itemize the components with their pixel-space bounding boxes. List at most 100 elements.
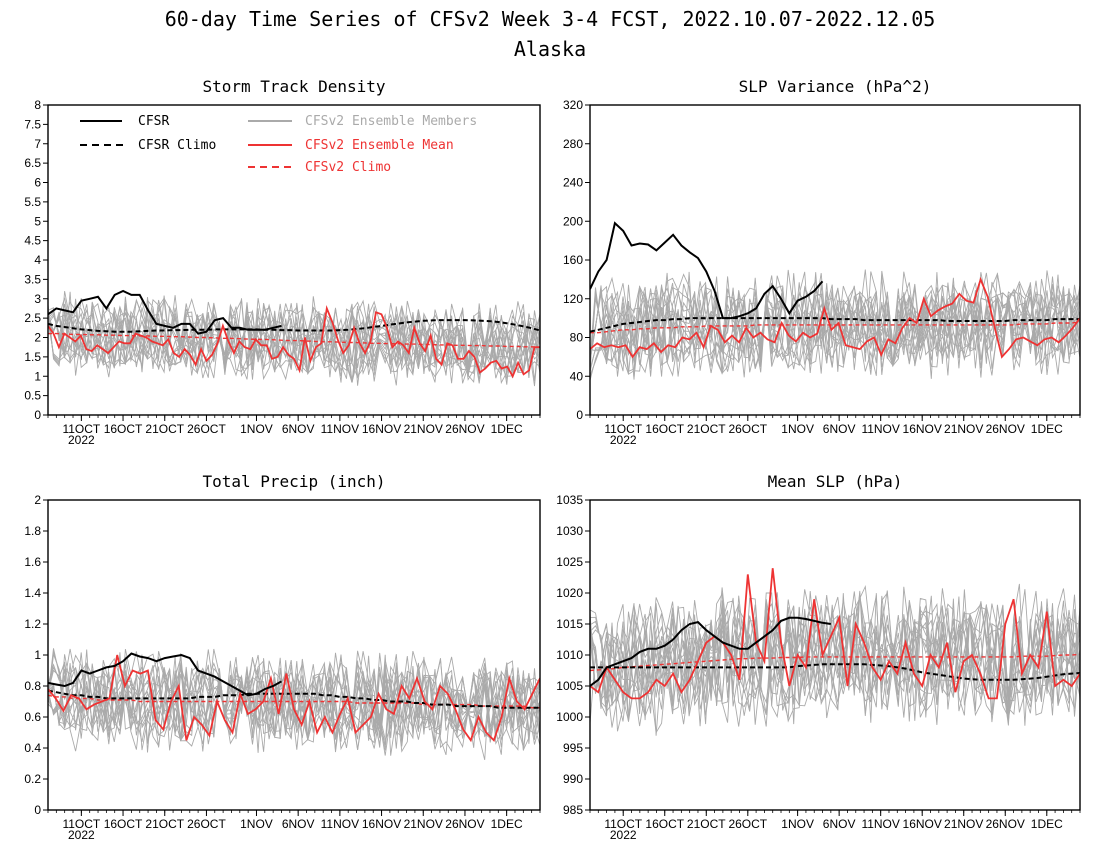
x-tick-label: 16OCT xyxy=(645,422,684,436)
ensemble-member-line xyxy=(590,589,1080,725)
ensemble-members xyxy=(590,583,1080,736)
x-tick-label: 16NOV xyxy=(903,422,942,436)
cfsv2-climo-line xyxy=(48,694,540,709)
x-tick-label: 26NOV xyxy=(445,817,484,831)
y-tick-label: 1010 xyxy=(556,648,583,662)
x-tick-label: 16NOV xyxy=(362,817,401,831)
x-tick-label: 1DEC xyxy=(1031,817,1063,831)
y-tick-label: 1 xyxy=(34,648,41,662)
x-tick-label: 21OCT xyxy=(687,422,726,436)
y-tick-label: 80 xyxy=(570,331,584,345)
plot-frame xyxy=(589,104,1081,416)
ensemble-members xyxy=(48,291,540,387)
ensemble-member-line xyxy=(590,283,1080,378)
x-tick-label: 21OCT xyxy=(145,422,184,436)
ensemble-member-line xyxy=(48,298,540,387)
x-tick-label: 21NOV xyxy=(404,422,443,436)
legend-members-label: CFSv2 Ensemble Members xyxy=(305,114,477,129)
x-tick-label: 11OCT xyxy=(62,422,100,436)
y-tick-label: 990 xyxy=(563,772,583,786)
y-tick-label: 1.5 xyxy=(24,350,41,364)
x-tick-label: 6NOV xyxy=(823,817,856,831)
panel-title: Storm Track Density xyxy=(202,77,385,96)
ensemble-member-line xyxy=(590,271,1080,376)
x-tick-label: 6NOV xyxy=(282,817,315,831)
cfsr-line xyxy=(590,221,824,320)
ensemble-member-line xyxy=(48,648,540,751)
chart-panels: Storm Track Density 0 0.5 1 1.5 2 2.5 3 3.5 4 4.5 5… xyxy=(24,77,1081,842)
cfsr-climo-line xyxy=(590,317,1080,333)
legend-ens-mean-label: CFSv2 Ensemble Mean xyxy=(305,138,454,153)
y-tick-label: 280 xyxy=(563,137,583,151)
x-tick-label: 26NOV xyxy=(445,422,484,436)
y-tick-label: 4 xyxy=(34,253,41,267)
x-tick-label: 16OCT xyxy=(104,422,143,436)
y-tick-label: 4.5 xyxy=(24,234,41,248)
cfsr-climo-line xyxy=(48,319,540,333)
x-tick-label: 21NOV xyxy=(944,422,983,436)
y-tick-label: 7 xyxy=(34,137,41,151)
x-tick-label: 1NOV xyxy=(240,817,273,831)
y-tick-label: 1020 xyxy=(556,586,583,600)
x-tick-label: 16OCT xyxy=(104,817,143,831)
x-year-label: 2022 xyxy=(68,433,95,447)
y-tick-label: 40 xyxy=(570,369,584,383)
x-tick-label: 11NOV xyxy=(321,817,359,831)
y-tick-label: 1.6 xyxy=(24,555,41,569)
y-tick-label: 1.4 xyxy=(24,586,41,600)
y-tick-label: 5.5 xyxy=(24,195,41,209)
x-year-label: 2022 xyxy=(610,433,637,447)
y-tick-label: 1 xyxy=(34,369,41,383)
ensemble-member-line xyxy=(48,654,540,753)
y-tick-label: 320 xyxy=(563,98,583,112)
y-tick-label: 120 xyxy=(563,292,583,306)
x-tick-label: 16NOV xyxy=(362,422,401,436)
cfsv2-climo-line xyxy=(590,653,1080,672)
ensemble-member-line xyxy=(48,291,540,385)
x-tick-label: 6NOV xyxy=(282,422,315,436)
y-tick-label: 0 xyxy=(34,408,41,422)
panel-title: Total Precip (inch) xyxy=(202,472,385,491)
y-tick-label: 1030 xyxy=(556,524,583,538)
y-tick-label: 2.5 xyxy=(24,311,41,325)
legend-cfsv2-climo-label: CFSv2 Climo xyxy=(305,160,391,175)
figure-subtitle: Alaska xyxy=(514,37,586,61)
y-tick-label: 1.8 xyxy=(24,524,41,538)
panel-title: Mean SLP (hPa) xyxy=(768,472,903,491)
y-tick-label: 240 xyxy=(563,176,583,190)
x-tick-label: 26OCT xyxy=(187,422,226,436)
y-tick-label: 8 xyxy=(34,98,41,112)
ensemble-member-line xyxy=(48,298,540,383)
y-tick-label: 1015 xyxy=(556,617,583,631)
x-tick-label: 16OCT xyxy=(645,817,684,831)
y-tick-label: 7.5 xyxy=(24,117,41,131)
y-tick-label: 0.6 xyxy=(24,710,41,724)
x-tick-label: 1NOV xyxy=(781,817,814,831)
chart-panel-3: Total Precip (inch) 0 0.2 0.4 0.6 0.8 1 1.2 1.4 1… xyxy=(24,472,541,842)
y-tick-label: 3 xyxy=(34,292,41,306)
cfsv2-climo-line xyxy=(590,321,1080,334)
chart-panel-1: Storm Track Density 0 0.5 1 1.5 2 2.5 3 3.5 4 4.5 5… xyxy=(24,77,541,447)
y-tick-label: 1035 xyxy=(556,493,583,507)
ens-mean-line xyxy=(48,305,540,379)
ens-mean-line xyxy=(590,568,1080,700)
x-tick-label: 11NOV xyxy=(861,817,899,831)
y-tick-label: 6.5 xyxy=(24,156,41,170)
panel-title: SLP Variance (hPa^2) xyxy=(739,77,932,96)
ensemble-member-line xyxy=(590,270,1080,377)
x-tick-label: 21NOV xyxy=(944,817,983,831)
y-tick-label: 1000 xyxy=(556,710,583,724)
chart-panel-2: SLP Variance (hPa^2) 0 40 80 120 160 200 240 280… xyxy=(563,77,1081,447)
y-tick-label: 200 xyxy=(563,214,583,228)
y-tick-label: 0.5 xyxy=(24,389,41,403)
y-tick-label: 3.5 xyxy=(24,272,41,286)
x-tick-label: 21NOV xyxy=(404,817,443,831)
x-tick-label: 6NOV xyxy=(823,422,856,436)
y-tick-label: 160 xyxy=(563,253,583,267)
y-tick-label: 2 xyxy=(34,493,41,507)
cfsr-line xyxy=(48,652,282,697)
x-tick-label: 1NOV xyxy=(781,422,814,436)
y-tick-label: 6 xyxy=(34,176,41,190)
x-tick-label: 21OCT xyxy=(687,817,726,831)
